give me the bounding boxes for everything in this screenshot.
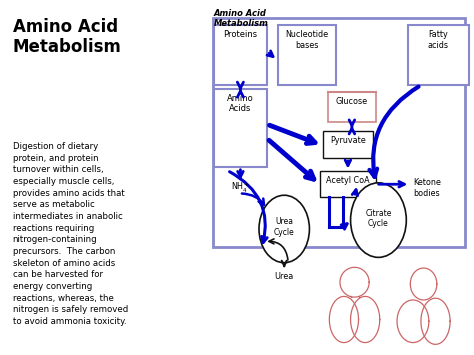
Text: Nucleotide
bases: Nucleotide bases (285, 30, 328, 50)
Text: Urea: Urea (274, 272, 294, 280)
Bar (212, 18, 465, 247)
Text: Digestion of dietary
protein, and protein
turnover within cells,
especially musc: Digestion of dietary protein, and protei… (12, 142, 128, 326)
Bar (214, 25, 267, 85)
Text: Proteins: Proteins (223, 30, 257, 39)
Text: Amino
Acids: Amino Acids (227, 94, 254, 114)
Text: Ketone
bodies: Ketone bodies (413, 179, 441, 198)
Bar (323, 131, 373, 158)
Bar (320, 171, 376, 197)
Text: Glucose: Glucose (336, 97, 368, 105)
Bar (408, 25, 469, 85)
Text: Citrate
Cycle: Citrate Cycle (365, 209, 392, 228)
Bar (278, 25, 336, 85)
Text: Amino Acid
Metabolism: Amino Acid Metabolism (214, 9, 269, 28)
Circle shape (351, 183, 406, 257)
Text: Pyruvate: Pyruvate (330, 136, 366, 145)
Text: Fatty
acids: Fatty acids (428, 30, 449, 50)
Text: Urea
Cycle: Urea Cycle (274, 218, 294, 237)
Text: NH$_4^+$: NH$_4^+$ (231, 181, 250, 195)
Text: Amino Acid
Metabolism: Amino Acid Metabolism (12, 18, 121, 56)
Bar (214, 89, 267, 167)
Bar (328, 92, 376, 122)
Circle shape (259, 195, 310, 263)
Text: Acetyl CoA: Acetyl CoA (326, 176, 370, 185)
